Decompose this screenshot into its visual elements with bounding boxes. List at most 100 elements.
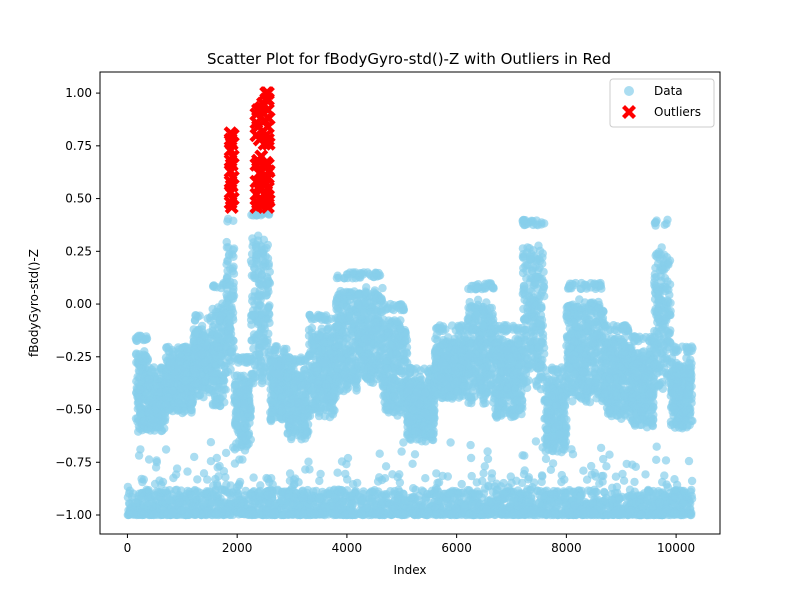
data-point [312, 335, 321, 344]
data-point [197, 321, 207, 331]
data-point [144, 486, 153, 495]
data-point [175, 498, 184, 507]
data-point [237, 506, 246, 516]
data-point [291, 407, 301, 416]
data-point [343, 273, 352, 283]
data-point [237, 497, 247, 506]
data-point [368, 487, 378, 496]
data-point [306, 507, 315, 516]
data-point [255, 344, 264, 353]
data-point [460, 502, 469, 512]
data-point [164, 405, 174, 414]
data-point [333, 372, 342, 382]
data-point [608, 483, 617, 492]
data-point [222, 237, 231, 247]
data-point [284, 490, 294, 500]
data-point [335, 386, 344, 395]
data-point [173, 364, 183, 373]
data-point [320, 503, 330, 512]
data-point [133, 353, 143, 362]
data-point [591, 487, 600, 497]
data-point [141, 351, 150, 360]
data-point [297, 400, 306, 409]
data-point [352, 386, 361, 395]
data-point [487, 469, 497, 478]
data-point [263, 303, 273, 313]
data-point [223, 272, 232, 281]
data-point [641, 470, 650, 479]
data-point [601, 495, 610, 505]
data-point [315, 387, 325, 396]
data-point [320, 312, 329, 322]
data-point [329, 405, 338, 415]
data-point [257, 246, 267, 255]
data-point [254, 290, 264, 299]
data-point [470, 489, 480, 498]
data-point [255, 492, 265, 501]
data-point [263, 491, 273, 500]
data-point [337, 355, 346, 364]
data-point [175, 357, 184, 366]
data-point [225, 322, 234, 331]
data-point [200, 377, 209, 386]
data-point [298, 370, 308, 379]
data-point [572, 510, 582, 519]
data-point [393, 509, 402, 519]
data-point [169, 347, 178, 356]
data-point [618, 469, 627, 479]
data-point [123, 482, 133, 492]
data-point [319, 338, 328, 347]
data-point [164, 393, 173, 402]
data-point [431, 510, 441, 519]
data-point [472, 478, 481, 487]
data-point [203, 475, 212, 484]
data-point [257, 266, 266, 276]
data-point [191, 508, 200, 517]
data-point [224, 251, 234, 260]
data-point [305, 411, 315, 421]
data-point [233, 355, 242, 364]
data-point [134, 331, 143, 340]
data-point [267, 408, 277, 417]
data-point [513, 486, 523, 495]
data-point [313, 403, 323, 413]
data-point [547, 489, 556, 498]
data-point [588, 498, 597, 507]
data-point [524, 475, 533, 484]
data-point [338, 300, 348, 309]
data-point [314, 494, 324, 503]
data-point [442, 510, 451, 519]
data-point [687, 476, 697, 486]
data-point [653, 509, 663, 518]
data-point [265, 509, 274, 518]
data-point [132, 383, 141, 393]
data-point [619, 476, 629, 485]
data-point [371, 307, 380, 316]
data-point [307, 323, 317, 333]
data-point [332, 273, 342, 283]
data-point [642, 496, 652, 505]
data-point [589, 507, 598, 517]
data-point [168, 386, 177, 395]
data-point [162, 343, 171, 352]
data-point [512, 476, 521, 485]
data-point [292, 416, 302, 425]
data-points-layer [123, 205, 697, 520]
data-point [324, 324, 333, 334]
data-point [161, 378, 171, 387]
data-point [225, 302, 234, 311]
data-point [342, 381, 351, 390]
data-point [432, 469, 441, 478]
data-point [263, 273, 272, 282]
data-point [249, 510, 258, 519]
data-point [338, 314, 348, 323]
data-point [255, 300, 265, 310]
data-point [448, 488, 457, 497]
data-point [191, 369, 200, 378]
data-point [236, 409, 245, 419]
data-point [264, 287, 273, 296]
data-point [248, 234, 257, 243]
data-point [636, 510, 646, 520]
data-point [288, 355, 298, 364]
